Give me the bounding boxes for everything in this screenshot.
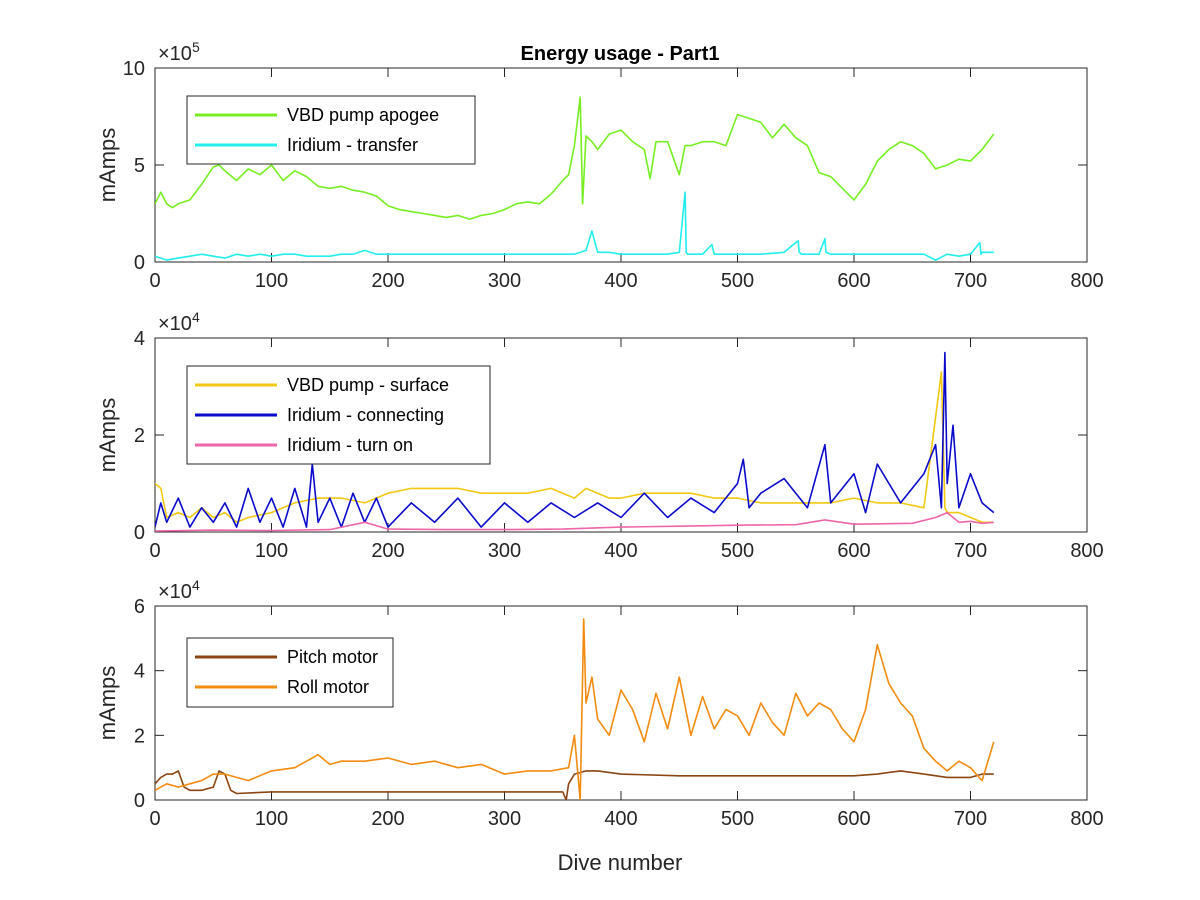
- y-exponent-value: 4: [192, 309, 200, 325]
- x-tick-label: 500: [721, 540, 754, 562]
- x-tick-label: 200: [371, 270, 404, 292]
- x-tick-label: 100: [255, 808, 288, 830]
- series-line-2-1: [155, 618, 995, 800]
- y-tick-label: 0: [134, 522, 145, 544]
- x-axis-label: Dive number: [558, 850, 683, 875]
- y-exponent-value: 4: [192, 577, 200, 593]
- chart-title: Energy usage - Part1: [521, 43, 720, 65]
- series-line-0-1: [155, 191, 994, 261]
- x-tick-label: 100: [255, 270, 288, 292]
- panel-middle: 0 100 200 300 400 500 600 700 800024×104mAmpsVBD…: [95, 309, 1104, 562]
- x-tick-label: 200: [371, 540, 404, 562]
- y-tick-label: 0: [134, 790, 145, 812]
- y-tick-label: 2: [134, 425, 145, 447]
- legend-box: [186, 637, 394, 708]
- legend-box: [186, 95, 476, 165]
- x-tick-label: 400: [604, 540, 637, 562]
- x-tick-label: 600: [837, 540, 870, 562]
- x-tick-label: 0: [149, 540, 160, 562]
- x-tick-label: 400: [604, 808, 637, 830]
- y-tick-label: 2: [134, 725, 145, 747]
- y-tick-label: 0: [134, 252, 145, 274]
- panel-bottom: 0 100 200 300 400 500 600 700 8000246×104mAmpsPi…: [95, 577, 1104, 830]
- x-tick-label: 0: [149, 808, 160, 830]
- x-tick-label: 300: [488, 808, 521, 830]
- x-tick-label: 800: [1070, 540, 1103, 562]
- legend-entry: Iridium - connecting: [287, 405, 444, 425]
- x-tick-label: 600: [837, 270, 870, 292]
- y-axis-label: mAmps: [95, 666, 120, 741]
- y-tick-label: 10: [123, 58, 145, 80]
- x-tick-label: 700: [954, 270, 987, 292]
- legend-entry: Iridium - transfer: [287, 135, 418, 155]
- x-tick-label: 500: [721, 270, 754, 292]
- x-tick-label: 800: [1070, 270, 1103, 292]
- y-exponent-label: ×104: [158, 309, 200, 335]
- y-exponent-label: ×105: [158, 39, 200, 65]
- series-line-1-0: [155, 371, 994, 524]
- series-line-1-1: [155, 351, 995, 528]
- y-exponent-value: 5: [192, 39, 200, 55]
- x-tick-label: 600: [837, 808, 870, 830]
- y-tick-label: 6: [134, 596, 145, 618]
- x-tick-label: 500: [721, 808, 754, 830]
- series-line-2-0: [155, 770, 994, 800]
- y-axis-label: mAmps: [95, 128, 120, 203]
- x-tick-label: 200: [371, 808, 404, 830]
- series-line-0-0: [155, 96, 995, 221]
- legend-entry: VBD pump - surface: [287, 375, 449, 395]
- x-tick-label: 800: [1070, 808, 1103, 830]
- x-tick-label: 400: [604, 270, 637, 292]
- legend-entry: VBD pump apogee: [287, 105, 439, 125]
- y-axis-label: mAmps: [95, 398, 120, 473]
- x-tick-label: 300: [488, 270, 521, 292]
- x-tick-label: 0: [149, 270, 160, 292]
- legend-entry: Roll motor: [287, 677, 369, 697]
- legend-entry: Pitch motor: [287, 647, 378, 667]
- x-tick-label: 700: [954, 808, 987, 830]
- x-tick-label: 700: [954, 540, 987, 562]
- legend-entry: Iridium - turn on: [287, 435, 413, 455]
- series-line-1-2: [155, 511, 994, 532]
- y-tick-label: 5: [134, 155, 145, 177]
- x-tick-label: 300: [488, 540, 521, 562]
- y-tick-label: 4: [134, 328, 145, 350]
- panel-top: 0 100 200 300 400 500 600 700 800 0 5 10 ×105 mAmps VB…: [95, 39, 1104, 292]
- y-tick-label: 4: [134, 661, 145, 683]
- x-tick-label: 100: [255, 540, 288, 562]
